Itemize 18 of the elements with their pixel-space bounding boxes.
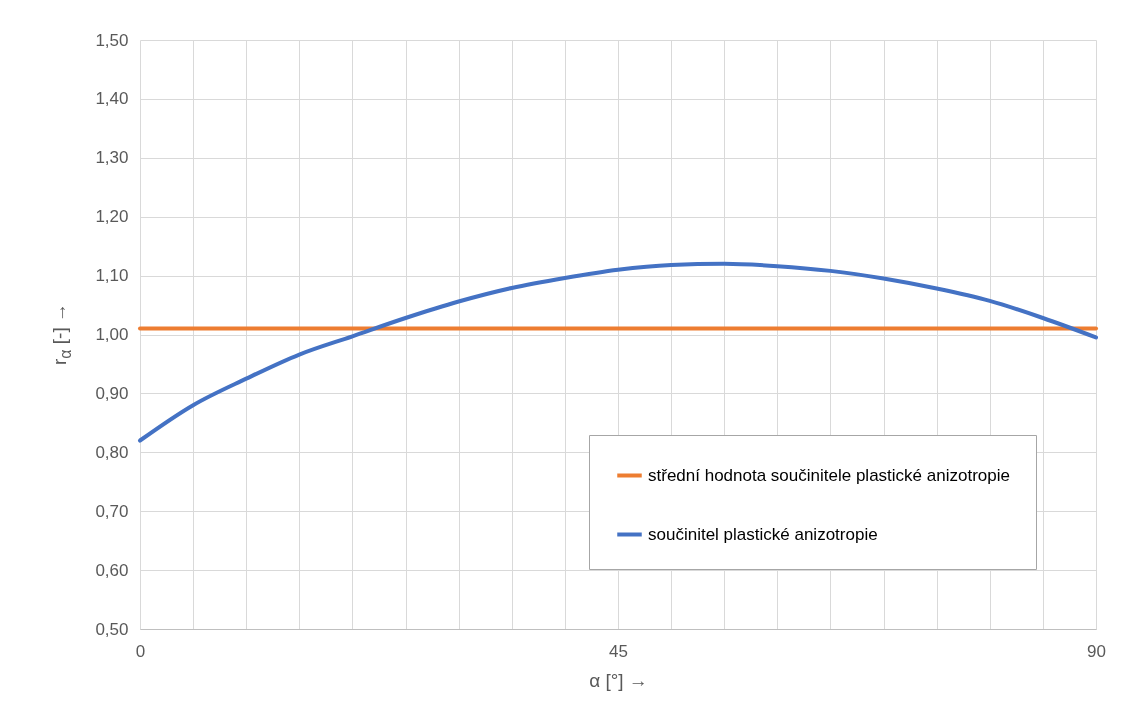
- y-tick-label: 0,50: [95, 619, 129, 639]
- y-tick-label: 1,50: [95, 30, 129, 50]
- y-tick-label: 0,80: [95, 442, 129, 462]
- legend-label: součinitel plastické anizotropie: [648, 524, 878, 544]
- y-tick-label: 0,60: [95, 560, 129, 580]
- x-tick-label: 90: [1087, 641, 1106, 661]
- legend-label: střední hodnota součinitele plastické anizotropie: [648, 465, 1010, 485]
- x-tick-label: 45: [609, 641, 628, 661]
- x-tick-label: 0: [135, 641, 146, 661]
- x-axis-title: α [°] →: [589, 669, 648, 691]
- y-tick-label: 1,20: [95, 207, 129, 227]
- y-tick-label: 0,70: [95, 501, 129, 521]
- y-tick-label: 1,40: [95, 89, 129, 109]
- line-series: [138, 261, 1098, 443]
- y-tick-label: 1,10: [95, 266, 129, 286]
- y-tick-label: 1,00: [95, 325, 129, 344]
- y-tick-label: 0,90: [95, 383, 129, 403]
- y-tick-label: 1,30: [95, 148, 129, 168]
